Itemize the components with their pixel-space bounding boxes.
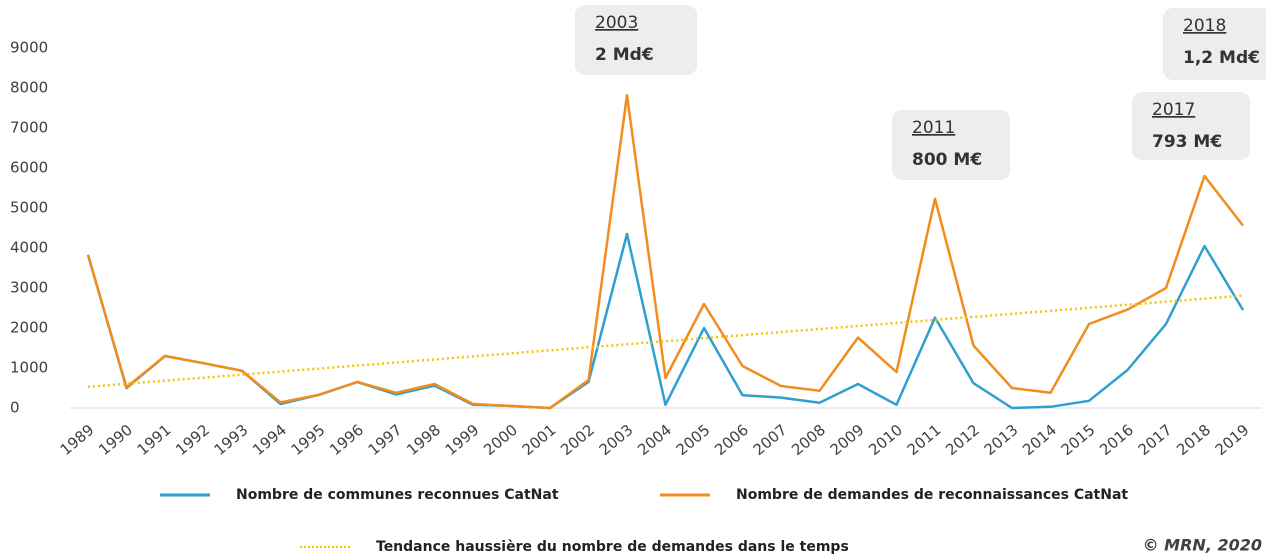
x-tick-label: 2003 xyxy=(596,421,637,459)
x-tick-label: 1997 xyxy=(365,421,406,459)
y-tick-label: 5000 xyxy=(10,199,48,217)
y-tick-label: 8000 xyxy=(10,79,48,97)
y-tick-label: 2000 xyxy=(10,319,48,337)
x-tick-label: 2004 xyxy=(634,421,675,459)
annotation-year: 2003 xyxy=(595,13,638,33)
x-tick-label: 2015 xyxy=(1058,421,1099,459)
x-tick-label: 2001 xyxy=(519,421,560,459)
series-line xyxy=(86,232,1245,410)
x-tick-label: 2012 xyxy=(942,421,983,459)
x-tick-label: 1994 xyxy=(249,421,290,459)
y-tick-label: 4000 xyxy=(10,239,48,257)
annotation-box xyxy=(892,110,1010,180)
x-tick-label: 1998 xyxy=(403,421,444,459)
x-tick-label: 2019 xyxy=(1212,421,1253,459)
y-tick-label: 0 xyxy=(10,399,20,417)
x-tick-label: 2008 xyxy=(788,421,829,459)
x-tick-label: 2018 xyxy=(1173,421,1214,459)
x-tick-label: 2007 xyxy=(750,421,791,459)
legend-label: Nombre de demandes de reconnaissances Ca… xyxy=(736,487,1128,503)
x-tick-label: 2006 xyxy=(711,421,752,459)
x-tick-label: 2016 xyxy=(1096,421,1137,459)
x-tick-label: 1996 xyxy=(326,421,367,459)
annotation-year: 2017 xyxy=(1152,100,1195,120)
annotation-box xyxy=(1132,92,1250,160)
x-tick-label: 1993 xyxy=(211,421,252,459)
x-tick-label: 2009 xyxy=(827,421,868,459)
x-tick-label: 1995 xyxy=(288,421,329,459)
annotation-amount: 2 Md€ xyxy=(595,45,654,65)
x-tick-label: 2014 xyxy=(1019,421,1060,459)
x-tick-label: 1989 xyxy=(57,421,98,459)
y-tick-label: 3000 xyxy=(10,279,48,297)
annotation-amount: 800 M€ xyxy=(912,150,982,170)
legend-label: Nombre de communes reconnues CatNat xyxy=(236,487,559,503)
x-tick-label: 2000 xyxy=(480,421,521,459)
annotation-box xyxy=(575,5,697,75)
legend-label: Tendance haussière du nombre de demandes… xyxy=(376,539,849,555)
y-tick-label: 1000 xyxy=(10,359,48,377)
x-tick-label: 2005 xyxy=(673,421,714,459)
x-tick-label: 2017 xyxy=(1135,421,1176,459)
x-tick-label: 1992 xyxy=(172,421,213,459)
annotation-amount: 793 M€ xyxy=(1152,132,1222,152)
annotation-box xyxy=(1163,8,1266,80)
source: © MRN, 2020 xyxy=(1143,536,1262,555)
annotation-year: 2018 xyxy=(1183,16,1226,36)
x-tick-label: 1991 xyxy=(134,421,175,459)
annotation-year: 2011 xyxy=(912,118,955,138)
series-line xyxy=(87,294,1244,389)
y-tick-label: 6000 xyxy=(10,159,48,177)
x-tick-label: 2011 xyxy=(904,421,945,459)
x-tick-label: 2010 xyxy=(865,421,906,459)
series-line xyxy=(86,93,1244,410)
x-tick-label: 2013 xyxy=(981,421,1022,459)
x-tick-label: 2002 xyxy=(557,421,598,459)
x-tick-label: 1990 xyxy=(95,421,136,459)
x-tick-label: 1999 xyxy=(442,421,483,459)
y-tick-label: 7000 xyxy=(10,119,48,137)
y-tick-label: 9000 xyxy=(10,39,48,57)
annotation-amount: 1,2 Md€ xyxy=(1183,48,1260,68)
